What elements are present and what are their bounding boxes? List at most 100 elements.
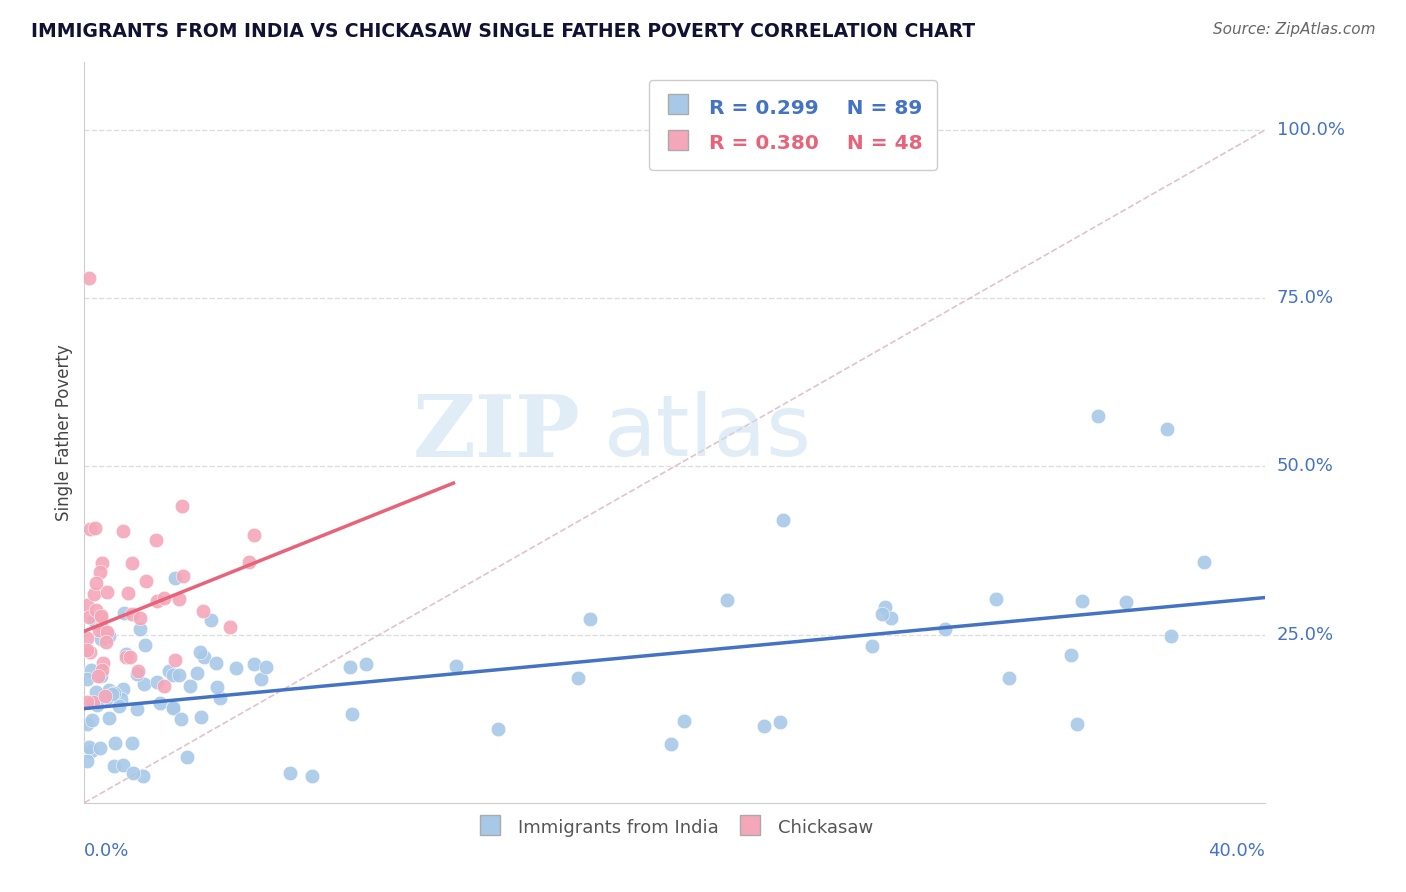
Point	[83, 694, 105, 708]
Point	[146, 675, 169, 690]
Point	[754, 719, 776, 733]
Point	[114, 647, 136, 661]
Point	[80, 663, 103, 677]
Point	[188, 645, 211, 659]
Point	[96, 691, 118, 706]
Point	[256, 660, 278, 674]
Point	[84, 684, 107, 698]
Point	[170, 712, 193, 726]
Point	[880, 611, 903, 625]
Point	[86, 698, 108, 712]
Text: 75.0%: 75.0%	[1277, 289, 1334, 307]
Point	[340, 706, 363, 721]
Point	[91, 556, 114, 570]
Point	[870, 607, 893, 621]
Point	[579, 612, 602, 626]
Point	[77, 610, 100, 624]
Point	[76, 643, 98, 657]
Point	[104, 736, 127, 750]
Point	[172, 568, 194, 582]
Point	[127, 664, 149, 678]
Point	[76, 599, 98, 613]
Point	[84, 603, 107, 617]
Point	[86, 575, 108, 590]
Point	[250, 672, 273, 686]
Point	[108, 698, 131, 713]
Point	[110, 692, 132, 706]
Point	[934, 622, 956, 636]
Point	[1060, 648, 1083, 662]
Text: atlas: atlas	[605, 391, 813, 475]
Point	[301, 769, 323, 783]
Point	[278, 766, 301, 780]
Point	[89, 632, 111, 646]
Point	[98, 711, 121, 725]
Point	[91, 657, 114, 671]
Point	[90, 663, 112, 677]
Point	[132, 677, 155, 691]
Point	[129, 610, 152, 624]
Point	[179, 679, 201, 693]
Point	[89, 566, 111, 580]
Point	[772, 513, 794, 527]
Point	[111, 681, 134, 696]
Point	[79, 739, 101, 754]
Point	[132, 769, 155, 783]
Point	[76, 631, 98, 645]
Text: 40.0%: 40.0%	[1209, 842, 1265, 860]
Point	[149, 696, 172, 710]
Point	[90, 668, 112, 682]
Point	[117, 586, 139, 600]
Point	[79, 644, 101, 658]
Point	[101, 687, 124, 701]
Point	[205, 680, 228, 694]
Point	[167, 591, 190, 606]
Point	[1066, 717, 1088, 731]
Point	[1156, 422, 1178, 436]
Point	[1087, 409, 1109, 423]
Point	[134, 638, 156, 652]
Point	[89, 741, 111, 756]
Point	[93, 689, 115, 703]
Point	[446, 659, 468, 673]
Point	[80, 713, 103, 727]
Point	[157, 664, 180, 678]
Point	[219, 620, 242, 634]
Point	[125, 702, 148, 716]
Point	[165, 652, 187, 666]
Point	[997, 671, 1019, 685]
Text: ZIP: ZIP	[412, 391, 581, 475]
Legend: Immigrants from India, Chickasaw: Immigrants from India, Chickasaw	[470, 809, 880, 846]
Point	[111, 524, 134, 538]
Point	[94, 626, 117, 640]
Point	[191, 604, 214, 618]
Point	[208, 691, 231, 706]
Point	[111, 758, 134, 772]
Point	[87, 669, 110, 683]
Point	[567, 671, 589, 685]
Point	[1115, 595, 1137, 609]
Point	[984, 591, 1007, 606]
Point	[121, 607, 143, 622]
Point	[875, 599, 897, 614]
Y-axis label: Single Father Poverty: Single Father Poverty	[55, 344, 73, 521]
Point	[186, 665, 208, 680]
Point	[125, 667, 148, 681]
Text: 100.0%: 100.0%	[1277, 120, 1344, 139]
Point	[145, 533, 167, 548]
Point	[659, 737, 682, 751]
Point	[339, 660, 361, 674]
Point	[162, 699, 184, 714]
Point	[96, 634, 118, 648]
Point	[238, 555, 260, 569]
Point	[112, 606, 135, 620]
Point	[170, 499, 193, 513]
Point	[82, 695, 104, 709]
Point	[90, 609, 112, 624]
Point	[162, 701, 184, 715]
Text: Source: ZipAtlas.com: Source: ZipAtlas.com	[1212, 22, 1375, 37]
Point	[860, 639, 883, 653]
Point	[176, 750, 198, 764]
Point	[1194, 555, 1216, 569]
Text: 25.0%: 25.0%	[1277, 625, 1334, 643]
